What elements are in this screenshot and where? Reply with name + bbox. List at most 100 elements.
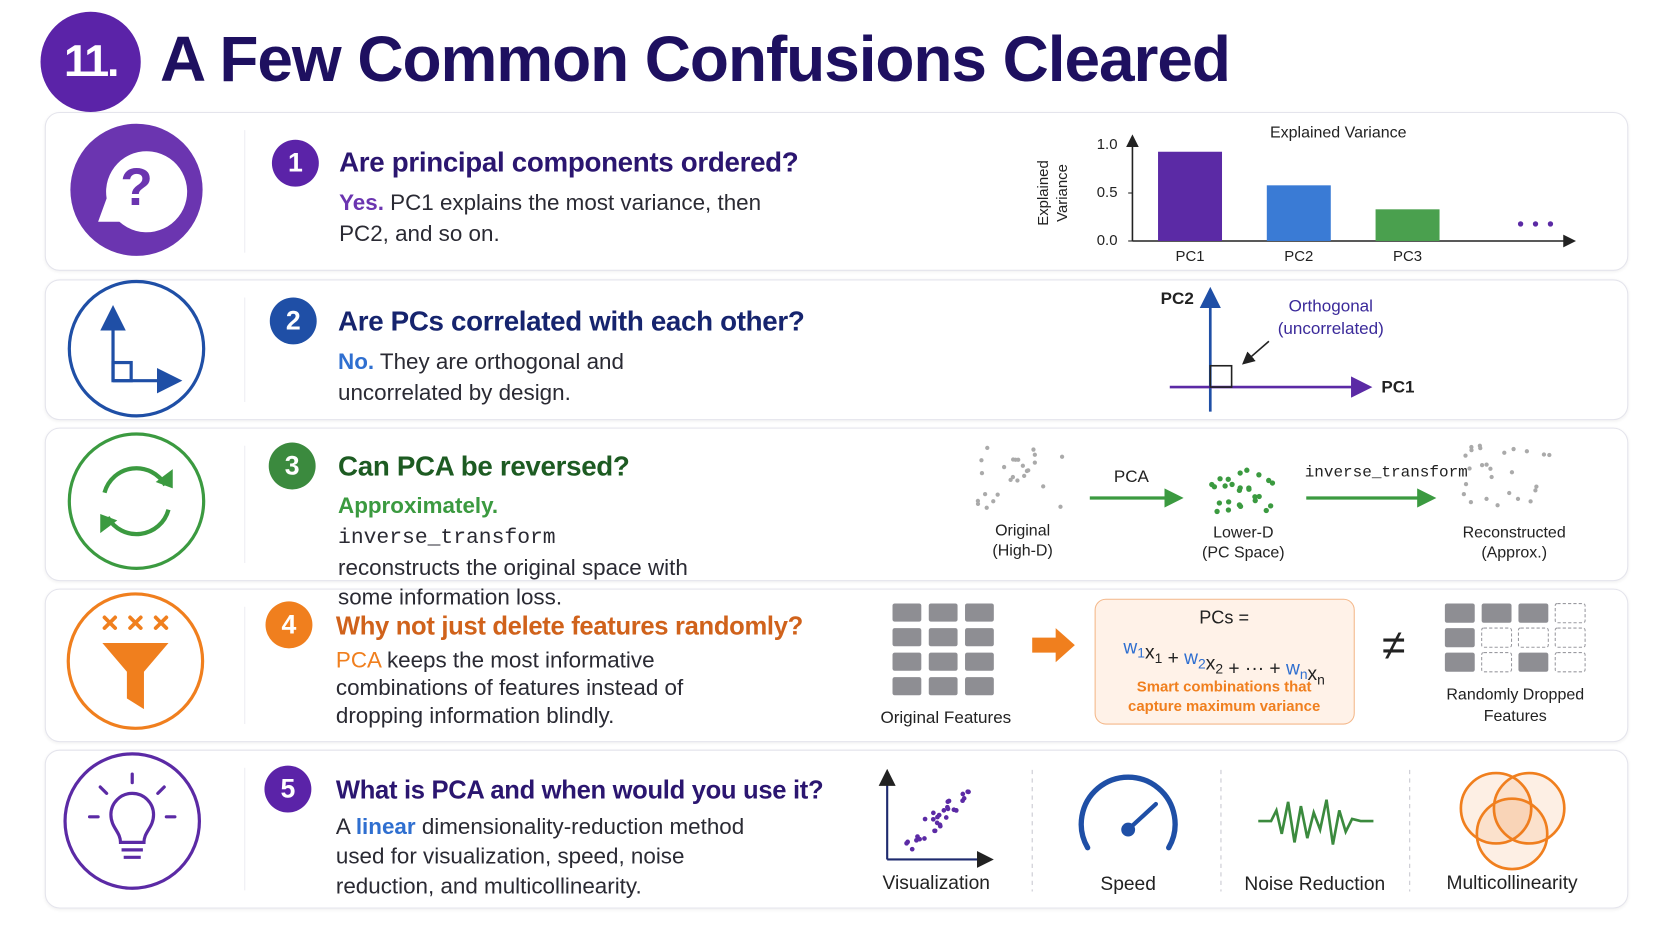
dot xyxy=(1256,472,1262,478)
cell xyxy=(1444,603,1475,623)
dot xyxy=(945,804,950,810)
dot xyxy=(1032,452,1037,457)
answer-text: PC1 explains the most variance, then PC2… xyxy=(339,190,762,247)
formula-term: x xyxy=(1145,643,1155,664)
answer-text: keeps the most informative combinations … xyxy=(335,648,684,729)
dot xyxy=(1229,481,1235,488)
dot xyxy=(1484,462,1489,467)
dot xyxy=(1507,490,1512,496)
stage-label: (High-D) xyxy=(992,543,1052,560)
dot xyxy=(1267,503,1274,509)
answer-text: They are orthogonal and uncorrelated by … xyxy=(338,349,624,406)
cell xyxy=(1518,652,1549,672)
dot xyxy=(1225,499,1232,505)
formula-note: Smart combinations that xyxy=(1137,679,1312,696)
formula-box xyxy=(1094,598,1355,725)
noise-wave xyxy=(1258,799,1374,845)
dot xyxy=(1237,470,1243,476)
answer: Yes. PC1 explains the most variance, the… xyxy=(339,188,766,250)
dot xyxy=(1222,483,1228,489)
dot xyxy=(975,498,981,504)
dot xyxy=(1059,454,1065,459)
cell xyxy=(1481,652,1513,673)
formula-sub: 1 xyxy=(1137,644,1145,660)
cell xyxy=(965,677,994,696)
answer-lead: PCA xyxy=(335,648,381,673)
dot xyxy=(932,828,938,834)
cell xyxy=(1554,652,1586,673)
dot xyxy=(1477,443,1482,448)
dot xyxy=(922,816,928,822)
dot xyxy=(1479,463,1485,468)
dot xyxy=(1489,474,1494,480)
answer-text: dimensionality-reduction method used for… xyxy=(335,814,745,899)
number-badge: 5 xyxy=(264,765,312,813)
dot xyxy=(1534,484,1539,489)
number-badge: 1 xyxy=(271,139,319,187)
formula-term: x xyxy=(1206,653,1216,674)
y-tick-label: 0.5 xyxy=(1097,184,1118,201)
dot xyxy=(1041,484,1046,489)
dot xyxy=(1237,503,1244,510)
number-badge: 3 xyxy=(268,442,316,490)
right-angle xyxy=(1209,364,1233,388)
dot xyxy=(985,445,990,450)
dot xyxy=(984,505,989,510)
grid-label: Features xyxy=(1484,708,1547,725)
dot xyxy=(1022,473,1027,478)
header-number: 11. xyxy=(64,36,117,86)
answer: Approximately. inverse_transform reconstr… xyxy=(338,492,690,614)
dot xyxy=(951,807,957,813)
formula-term: w xyxy=(1122,637,1137,658)
formula-term: + xyxy=(1162,648,1184,669)
dot xyxy=(1216,500,1223,506)
dot xyxy=(1467,466,1472,471)
icon-bulb xyxy=(63,752,202,890)
dot xyxy=(1209,481,1215,488)
stage-label: Reconstructed xyxy=(1463,524,1566,541)
x-tick-label: PC1 xyxy=(1176,248,1205,265)
formula-sub: 1 xyxy=(1155,650,1163,666)
dot xyxy=(1031,447,1036,452)
y-axis-label: Explained xyxy=(1035,160,1052,225)
dot xyxy=(1547,452,1552,458)
dot xyxy=(1469,444,1474,450)
cell xyxy=(928,628,958,647)
axis-label: PC1 xyxy=(1381,378,1414,397)
dot xyxy=(934,820,940,826)
answer-lead: linear xyxy=(355,814,416,840)
bar xyxy=(1266,185,1331,241)
not-equal: ≠ xyxy=(1382,622,1405,670)
cell xyxy=(928,603,958,622)
dot xyxy=(1058,504,1063,509)
dot xyxy=(1509,470,1515,475)
icon-bubble xyxy=(98,151,188,233)
cell xyxy=(965,603,994,622)
dot xyxy=(946,798,952,804)
y-tick-label: 0.0 xyxy=(1097,232,1118,249)
axis-label: PC2 xyxy=(1161,289,1194,308)
cell xyxy=(928,677,958,696)
dot xyxy=(1010,474,1016,480)
use-label: Visualization xyxy=(883,873,990,894)
gauge xyxy=(1078,774,1178,851)
formula-note: capture maximum variance xyxy=(1128,698,1320,715)
dot xyxy=(1244,467,1250,473)
dot xyxy=(1461,491,1467,497)
use-label: Noise Reduction xyxy=(1244,874,1385,895)
answer-pre: A xyxy=(335,814,350,840)
dot xyxy=(917,836,922,842)
cell xyxy=(1444,628,1475,648)
cell xyxy=(892,603,922,622)
cell xyxy=(1444,652,1475,672)
dot-clusters xyxy=(975,443,1552,515)
dot xyxy=(1026,468,1031,473)
cell xyxy=(892,628,922,647)
dot xyxy=(995,492,1000,497)
formula-sub: 2 xyxy=(1198,655,1206,671)
dot xyxy=(982,491,988,497)
annotation: Orthogonal xyxy=(1289,297,1373,316)
cell xyxy=(928,652,958,671)
